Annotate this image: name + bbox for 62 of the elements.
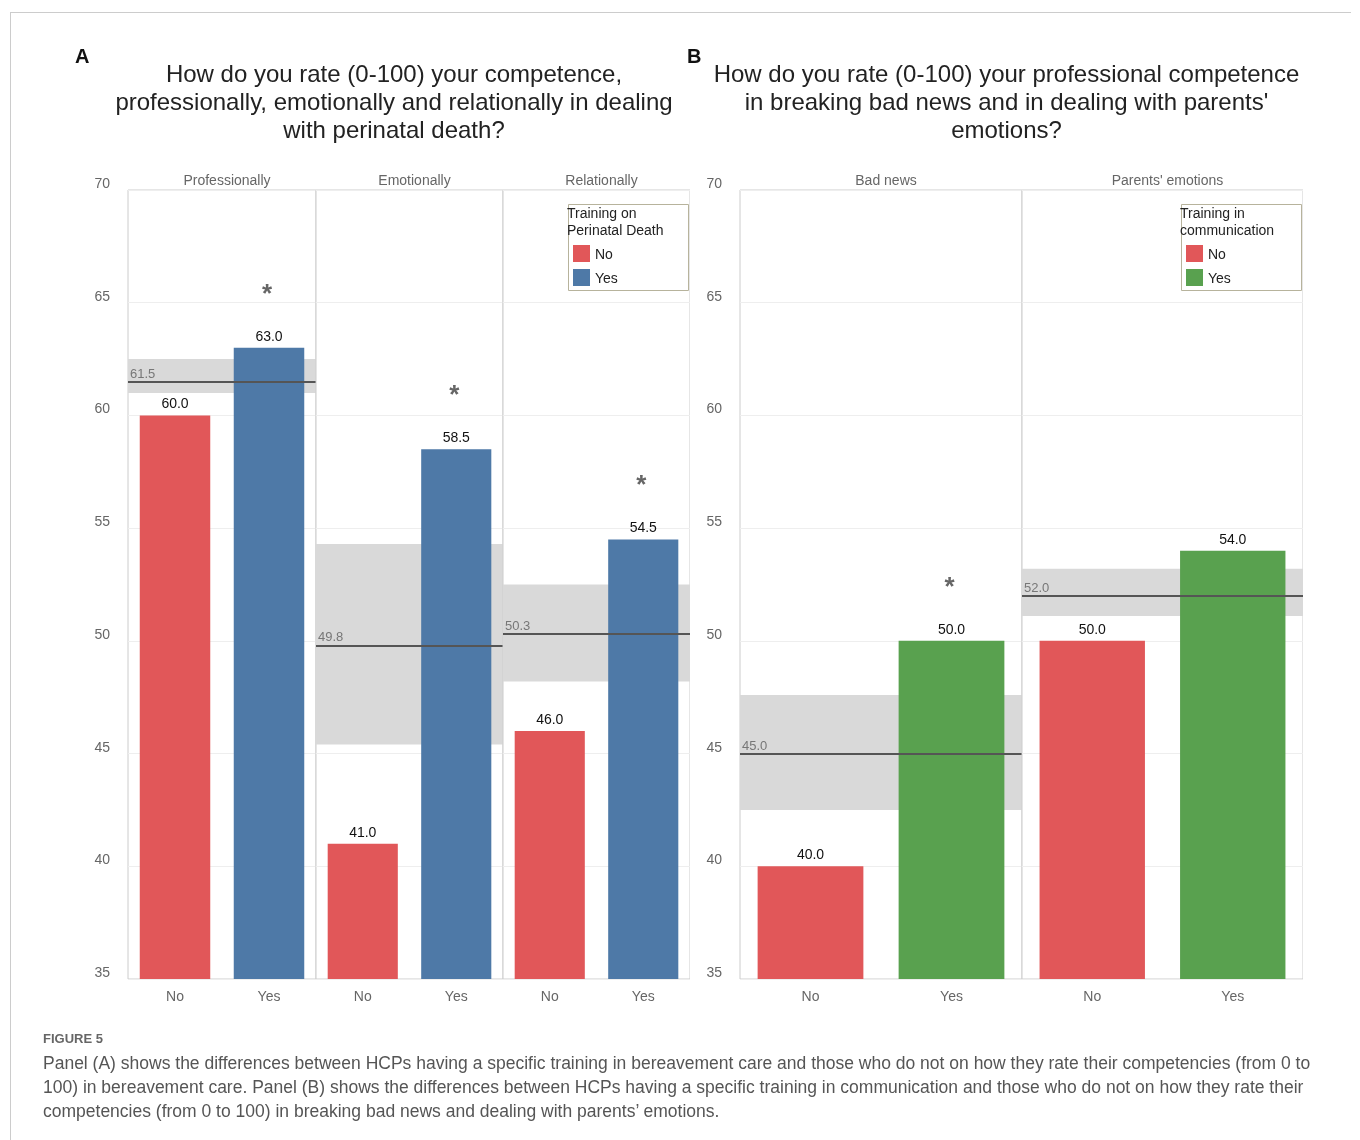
ref-line-label: 61.5 [130, 365, 156, 381]
annotation: * [944, 570, 956, 601]
data-label: 58.5 [442, 429, 471, 446]
legend-title: Training in communication [1180, 204, 1275, 238]
legend-title: Training on Perinatal Death [567, 204, 664, 238]
ref-line-label: 49.8 [318, 629, 344, 645]
data-label: 40.0 [796, 846, 825, 863]
legend-label: No [1208, 245, 1227, 262]
data-label: 50.0 [937, 620, 966, 637]
legend-label: Yes [1208, 269, 1231, 286]
annotation: * [262, 277, 273, 308]
chart-title: How do you rate (0-100) your professional competence in breaking bad news and in dealing with parents' emotions? [712, 60, 1301, 144]
text: How do you rate (0-100) your competence, professionally, emotionally and relationally in dealing with perinatal death? [115, 60, 673, 143]
y-tick-label: 65 [706, 287, 723, 304]
data-label: 63.0 [255, 327, 283, 344]
x-tick-label: Yes [940, 988, 963, 1004]
data-label: 46.0 [536, 711, 564, 728]
ref-line-label: 45.0 [742, 737, 768, 753]
chart-subtitle: Emotionally [378, 172, 451, 188]
x-tick-label: Yes [1221, 988, 1245, 1004]
y-tick-label: 70 [94, 175, 111, 191]
caption: FIGURE 5 [43, 1030, 104, 1048]
annotation: * [449, 379, 461, 410]
y-tick-label: 35 [706, 964, 723, 980]
y-tick-label: 50 [706, 625, 723, 642]
y-tick-label: 70 [706, 175, 723, 191]
y-tick-label: 40 [706, 851, 723, 868]
x-tick-label: No [540, 988, 559, 1004]
data-label: 60.0 [161, 395, 189, 412]
y-tick-label: 40 [94, 851, 111, 868]
data-label: 41.0 [349, 823, 377, 840]
y-tick-label: 55 [94, 513, 111, 530]
y-tick-label: 60 [94, 400, 111, 417]
chart-subtitle: Bad news [855, 172, 917, 188]
ref-line-label: 52.0 [1024, 579, 1050, 595]
y-tick-label: 45 [94, 738, 111, 755]
y-tick-label: 45 [706, 738, 723, 755]
annotation: * [636, 469, 648, 500]
y-tick-label: 65 [94, 287, 111, 304]
y-tick-label: 60 [706, 400, 723, 417]
data-label: 54.5 [629, 519, 658, 536]
x-tick-label: No [801, 988, 820, 1004]
x-tick-label: Yes [257, 988, 281, 1004]
ref-line-label: 50.3 [505, 618, 531, 634]
y-tick-label: 35 [94, 964, 111, 980]
x-tick-label: Yes [444, 988, 468, 1004]
y-tick-label: 55 [706, 513, 723, 530]
text: Panel (A) shows the differences between HCPs having a specific training in bereavement care and those who do not on how they rate their competencies (from 0 to 100) in bereavement care. Panel (B) shows the differences between HCPs having a specific training in communication and those who do not on how they rate their competencies (from 0 to 100) in breaking bad news and dealing with parents’ emotions. [43, 1052, 1312, 1123]
y-tick-label: 50 [94, 625, 111, 642]
legend-label: No [595, 245, 614, 262]
chart-subtitle: Parents' emotions [1111, 172, 1224, 188]
x-tick-label: No [1083, 988, 1102, 1004]
legend-label: Yes [595, 269, 618, 286]
text: A [75, 45, 90, 68]
x-tick-label: No [166, 988, 185, 1004]
x-tick-label: Yes [631, 988, 655, 1004]
chart-subtitle: Relationally [565, 172, 638, 188]
data-label: 50.0 [1078, 620, 1107, 637]
text: B [687, 45, 702, 68]
data-label: 54.0 [1219, 530, 1247, 547]
chart-subtitle: Professionally [183, 172, 271, 188]
x-tick-label: No [353, 988, 372, 1004]
